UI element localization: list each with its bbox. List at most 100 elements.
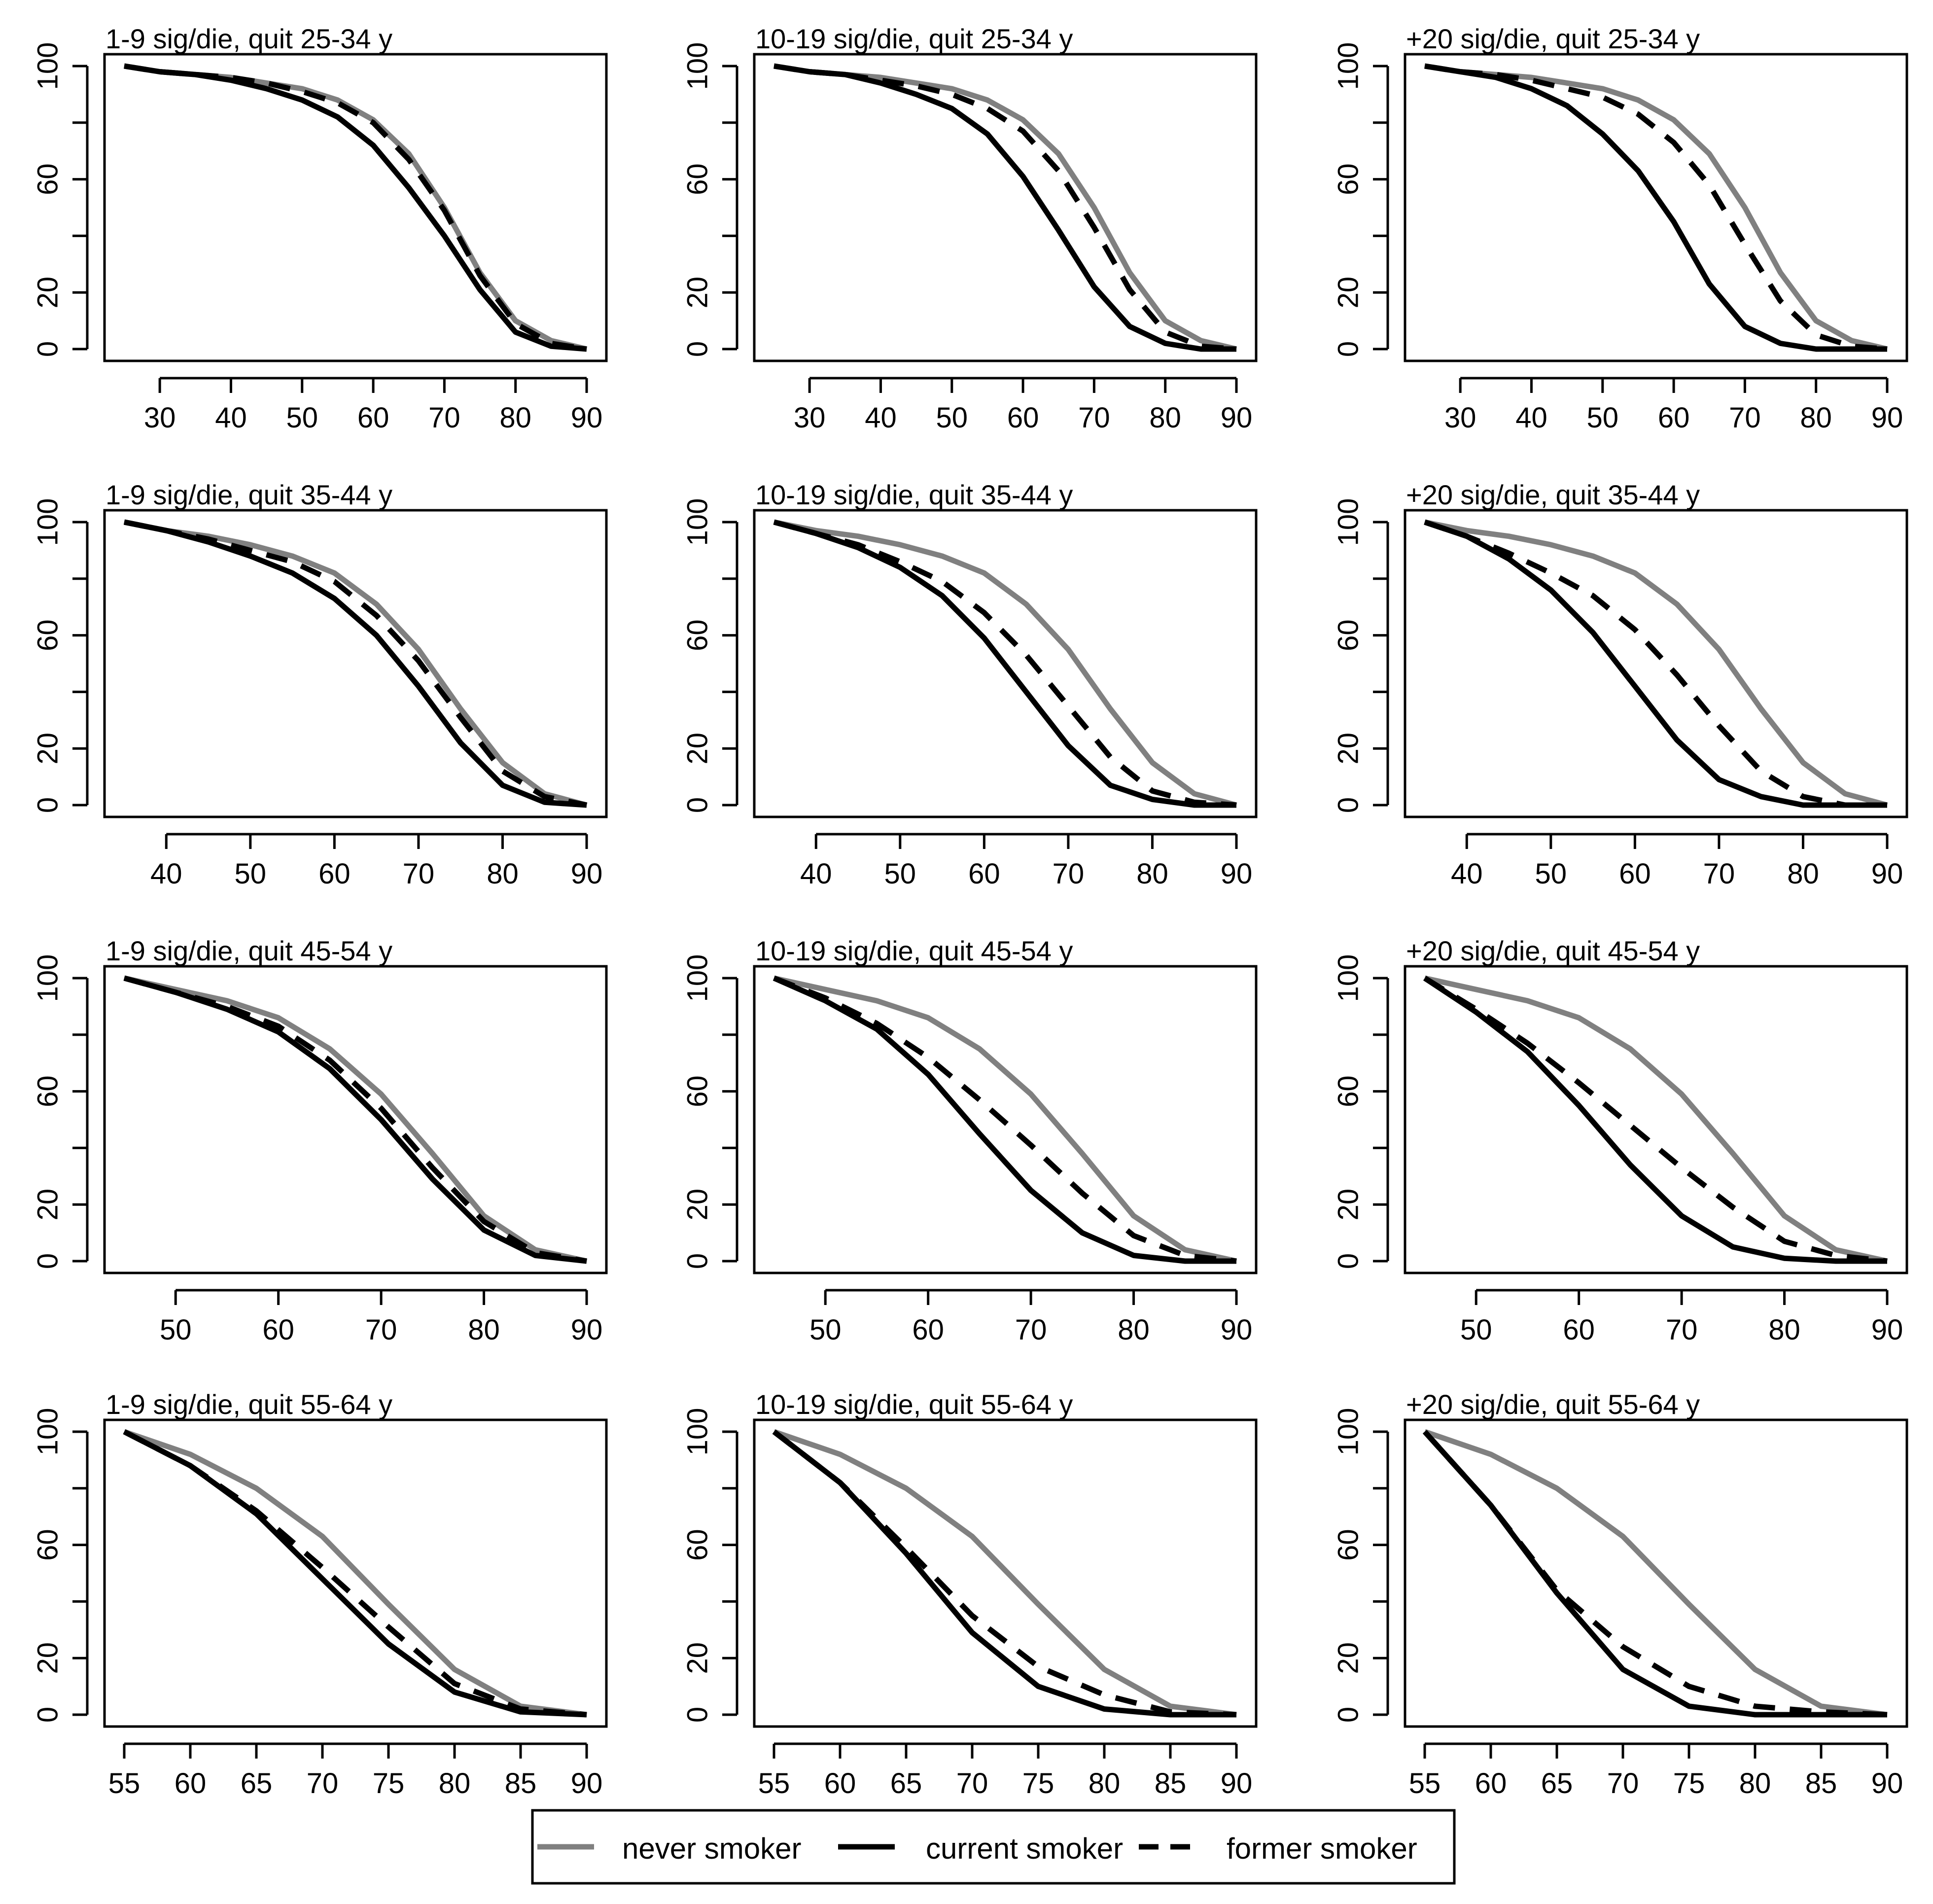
y-tick-label: 0 (1333, 1707, 1365, 1723)
panel-title: 10-19 sig/die, quit 25-34 y (755, 23, 1073, 54)
x-tick-label: 50 (884, 858, 916, 890)
plot-frame (1404, 509, 1908, 818)
y-tick-label: 20 (32, 733, 64, 765)
panel-title: +20 sig/die, quit 25-34 y (1406, 23, 1700, 54)
y-tick-label: 100 (1333, 954, 1365, 1002)
y-tick-label: 0 (682, 1253, 714, 1269)
plot-frame (1404, 965, 1908, 1274)
x-tick-label: 90 (1221, 858, 1253, 890)
x-tick-label: 70 (1053, 858, 1085, 890)
y-tick-label: 100 (1333, 498, 1365, 546)
y-tick-label: 0 (1333, 797, 1365, 813)
y-tick-label: 100 (32, 954, 64, 1002)
plot-frame (753, 1418, 1258, 1728)
panel-9: +20 sig/die, quit 45-54 y 50 60 70 80 90 0 20 60… (1333, 935, 1908, 1346)
panel-title: 1-9 sig/die, quit 25-34 y (105, 23, 392, 54)
y-tick-label: 0 (682, 797, 714, 813)
panel-10: 1-9 sig/die, quit 55-64 y 55 60 65 70 75 80 85 9… (32, 1389, 608, 1799)
panel-title: 1-9 sig/die, quit 35-44 y (105, 479, 392, 510)
x-tick-label: 85 (1155, 1767, 1187, 1799)
series-line-current (773, 975, 1236, 1264)
y-tick-label: 100 (1333, 42, 1365, 90)
x-tick-label: 90 (571, 1767, 603, 1799)
x-tick-label: 80 (1800, 402, 1832, 434)
x-tick-label: 80 (1149, 402, 1181, 434)
x-tick-label: 80 (487, 858, 519, 890)
x-tick-label: 60 (1007, 402, 1039, 434)
x-tick-label: 40 (150, 858, 182, 890)
y-tick-label: 60 (682, 1529, 714, 1561)
y-tick-label: 60 (1333, 1075, 1365, 1107)
x-tick-label: 65 (241, 1767, 273, 1799)
y-tick-label: 20 (32, 277, 64, 309)
y-tick-label: 60 (32, 619, 64, 651)
series-line-never (773, 975, 1237, 1264)
x-tick-label: 90 (571, 1314, 603, 1346)
x-tick-label: 40 (1451, 858, 1483, 890)
x-tick-label: 50 (1535, 858, 1567, 890)
series-line-former (773, 975, 1237, 1264)
series-line-current (123, 1429, 587, 1718)
y-tick-label: 100 (682, 42, 714, 90)
x-tick-label: 60 (1619, 858, 1651, 890)
x-tick-label: 70 (1666, 1314, 1698, 1346)
x-tick-label: 90 (1871, 402, 1903, 434)
x-tick-label: 70 (403, 858, 435, 890)
series-line-current (773, 63, 1236, 352)
x-tick-label: 80 (1089, 1767, 1121, 1799)
series-line-current (772, 1429, 1236, 1718)
x-tick-label: 80 (1118, 1314, 1150, 1346)
x-tick-label: 90 (1221, 1314, 1253, 1346)
x-tick-label: 70 (956, 1767, 988, 1799)
series-line-never (773, 1429, 1237, 1718)
y-tick-label: 20 (682, 1189, 714, 1221)
y-tick-label: 60 (1333, 1529, 1365, 1561)
x-tick-label: 70 (1078, 402, 1110, 434)
y-tick-label: 100 (32, 498, 64, 546)
plot-frame (103, 53, 608, 362)
plot-frame (1404, 1418, 1908, 1728)
y-tick-label: 20 (1333, 1189, 1365, 1221)
y-tick-label: 20 (1333, 277, 1365, 309)
series-line-current (124, 63, 587, 352)
x-tick-label: 50 (1460, 1314, 1492, 1346)
x-tick-label: 60 (1658, 402, 1690, 434)
plot-frame (103, 509, 608, 818)
series-line-never (1424, 1429, 1888, 1718)
x-tick-label: 80 (1136, 858, 1168, 890)
x-tick-label: 60 (262, 1314, 294, 1346)
y-tick-label: 0 (1333, 1253, 1365, 1269)
series-line-never (773, 519, 1237, 808)
x-tick-label: 75 (1673, 1767, 1705, 1799)
plot-frame (753, 53, 1258, 362)
panel-3: +20 sig/die, quit 25-34 y 30 40 50 60 70 80 90 0… (1333, 23, 1908, 434)
panel-12: +20 sig/die, quit 55-64 y 55 60 65 70 75 80 85 9… (1333, 1389, 1908, 1799)
x-tick-label: 50 (1587, 402, 1619, 434)
y-tick-label: 20 (1333, 733, 1365, 765)
panel-1: 1-9 sig/die, quit 25-34 y 30 40 50 60 70 80 90 0… (32, 23, 608, 434)
y-tick-label: 0 (682, 1707, 714, 1723)
y-tick-label: 60 (32, 1529, 64, 1561)
y-tick-label: 100 (682, 954, 714, 1002)
x-tick-label: 60 (1475, 1767, 1507, 1799)
panel-title: 10-19 sig/die, quit 35-44 y (755, 479, 1073, 510)
panel-grid: 1-9 sig/die, quit 25-34 y 30 40 50 60 70 80 90 0… (32, 23, 1908, 1799)
series-line-current (1424, 519, 1887, 808)
x-tick-label: 80 (499, 402, 531, 434)
series-line-current (123, 975, 587, 1264)
x-tick-label: 70 (1703, 858, 1735, 890)
x-tick-label: 50 (936, 402, 968, 434)
x-tick-label: 90 (571, 858, 603, 890)
series-line-current (1424, 63, 1887, 352)
y-tick-label: 60 (1333, 619, 1365, 651)
legend: never smoker current smoker former smoke… (531, 1809, 1456, 1885)
x-tick-label: 80 (439, 1767, 471, 1799)
y-tick-label: 20 (32, 1189, 64, 1221)
x-tick-label: 80 (1768, 1314, 1800, 1346)
x-tick-label: 40 (800, 858, 832, 890)
y-tick-label: 0 (32, 1707, 64, 1723)
y-tick-label: 0 (682, 341, 714, 357)
x-tick-label: 30 (1444, 402, 1476, 434)
panel-8: 10-19 sig/die, quit 45-54 y 50 60 70 80 90 0 20… (682, 935, 1258, 1346)
